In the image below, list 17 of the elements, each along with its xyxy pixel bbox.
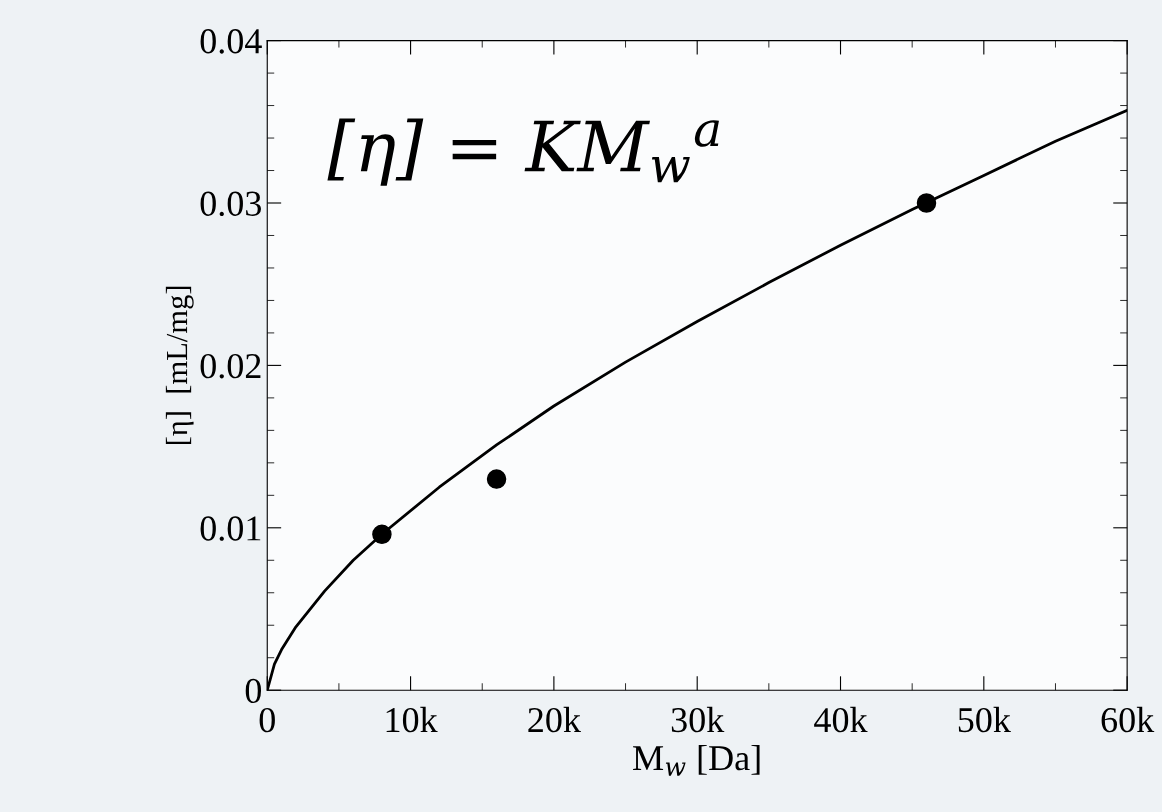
point bbox=[486, 469, 507, 489]
y-tick-label: 0.04 bbox=[200, 29, 262, 54]
y-axis-title: [η] [mL/mg] bbox=[165, 286, 194, 445]
x-tick-label: 30k bbox=[671, 706, 725, 733]
y-tick-label: 0.03 bbox=[200, 191, 261, 217]
y-tick-label: 0 bbox=[245, 678, 262, 704]
x-tick-label: 60k bbox=[1101, 706, 1155, 733]
x-tick-label: 10k bbox=[386, 706, 438, 733]
y-tick-label: 0.02 bbox=[200, 353, 261, 379]
x-tick-label: 40k bbox=[814, 706, 868, 733]
y-tick-label: 0.01 bbox=[200, 516, 261, 541]
point bbox=[372, 524, 392, 545]
point bbox=[916, 193, 937, 213]
annotation: [η] = KM$_{w}$$^{a}$ bbox=[327, 118, 719, 186]
x-tick-label: 50k bbox=[958, 706, 1011, 733]
x-tick-label: 20k bbox=[528, 706, 581, 733]
x-axis-title: M$_{w}$ [Da] bbox=[633, 744, 760, 776]
